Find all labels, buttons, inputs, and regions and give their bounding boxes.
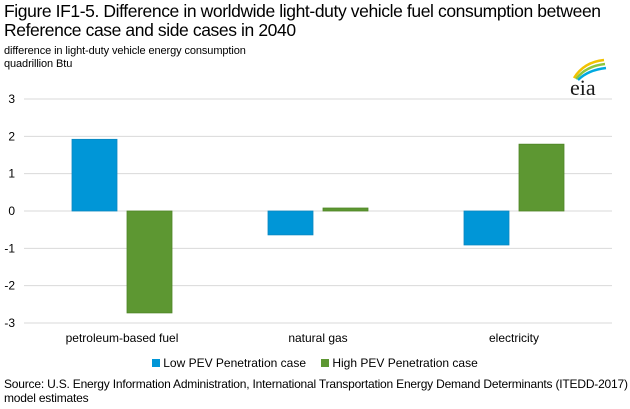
- legend-label-low: Low PEV Penetration case: [163, 356, 306, 370]
- y-tick-label: -2: [4, 279, 15, 293]
- y-axis-description: difference in light-duty vehicle energy …: [4, 45, 246, 57]
- x-category-label: petroleum-based fuel: [66, 331, 179, 345]
- y-tick-label: -1: [4, 241, 15, 255]
- bar-low-electricity: [463, 210, 510, 246]
- legend: Low PEV Penetration case High PEV Penetr…: [0, 356, 630, 370]
- y-tick-label: 3: [8, 92, 15, 106]
- y-tick-label: -3: [4, 316, 15, 330]
- legend-swatch-high: [321, 359, 330, 367]
- y-tick-label: 2: [8, 129, 15, 143]
- eia-logo-icon: eia: [570, 58, 607, 100]
- y-tick-label: 0: [8, 204, 15, 218]
- eia-logo: eia: [566, 58, 610, 100]
- legend-swatch-low: [152, 359, 161, 367]
- bar-high-electricity: [518, 143, 565, 212]
- bar-high-petroleum-based-fuel: [126, 210, 173, 314]
- bar-high-natural-gas: [322, 207, 369, 212]
- x-category-label: natural gas: [288, 331, 347, 345]
- source-note: Source: U.S. Energy Information Administ…: [4, 377, 628, 405]
- chart-subtitle: difference in light-duty vehicle energy …: [4, 45, 246, 71]
- chart-title: Figure IF1-5. Difference in worldwide li…: [4, 1, 601, 40]
- y-tick-label: 1: [8, 167, 15, 181]
- bar-low-petroleum-based-fuel: [71, 138, 118, 212]
- x-category-label: electricity: [489, 331, 539, 345]
- bar-low-natural-gas: [267, 210, 314, 236]
- eia-logo-text: eia: [570, 75, 596, 98]
- legend-label-high: High PEV Penetration case: [332, 356, 478, 370]
- bar-chart: 3 2 1 0 -1 -2 -3 petroleum-based fuel natural g…: [4, 92, 612, 345]
- y-axis-units: quadrillion Btu: [4, 58, 73, 70]
- legend-item-high: High PEV Penetration case: [321, 356, 478, 370]
- legend-item-low: Low PEV Penetration case: [152, 356, 306, 370]
